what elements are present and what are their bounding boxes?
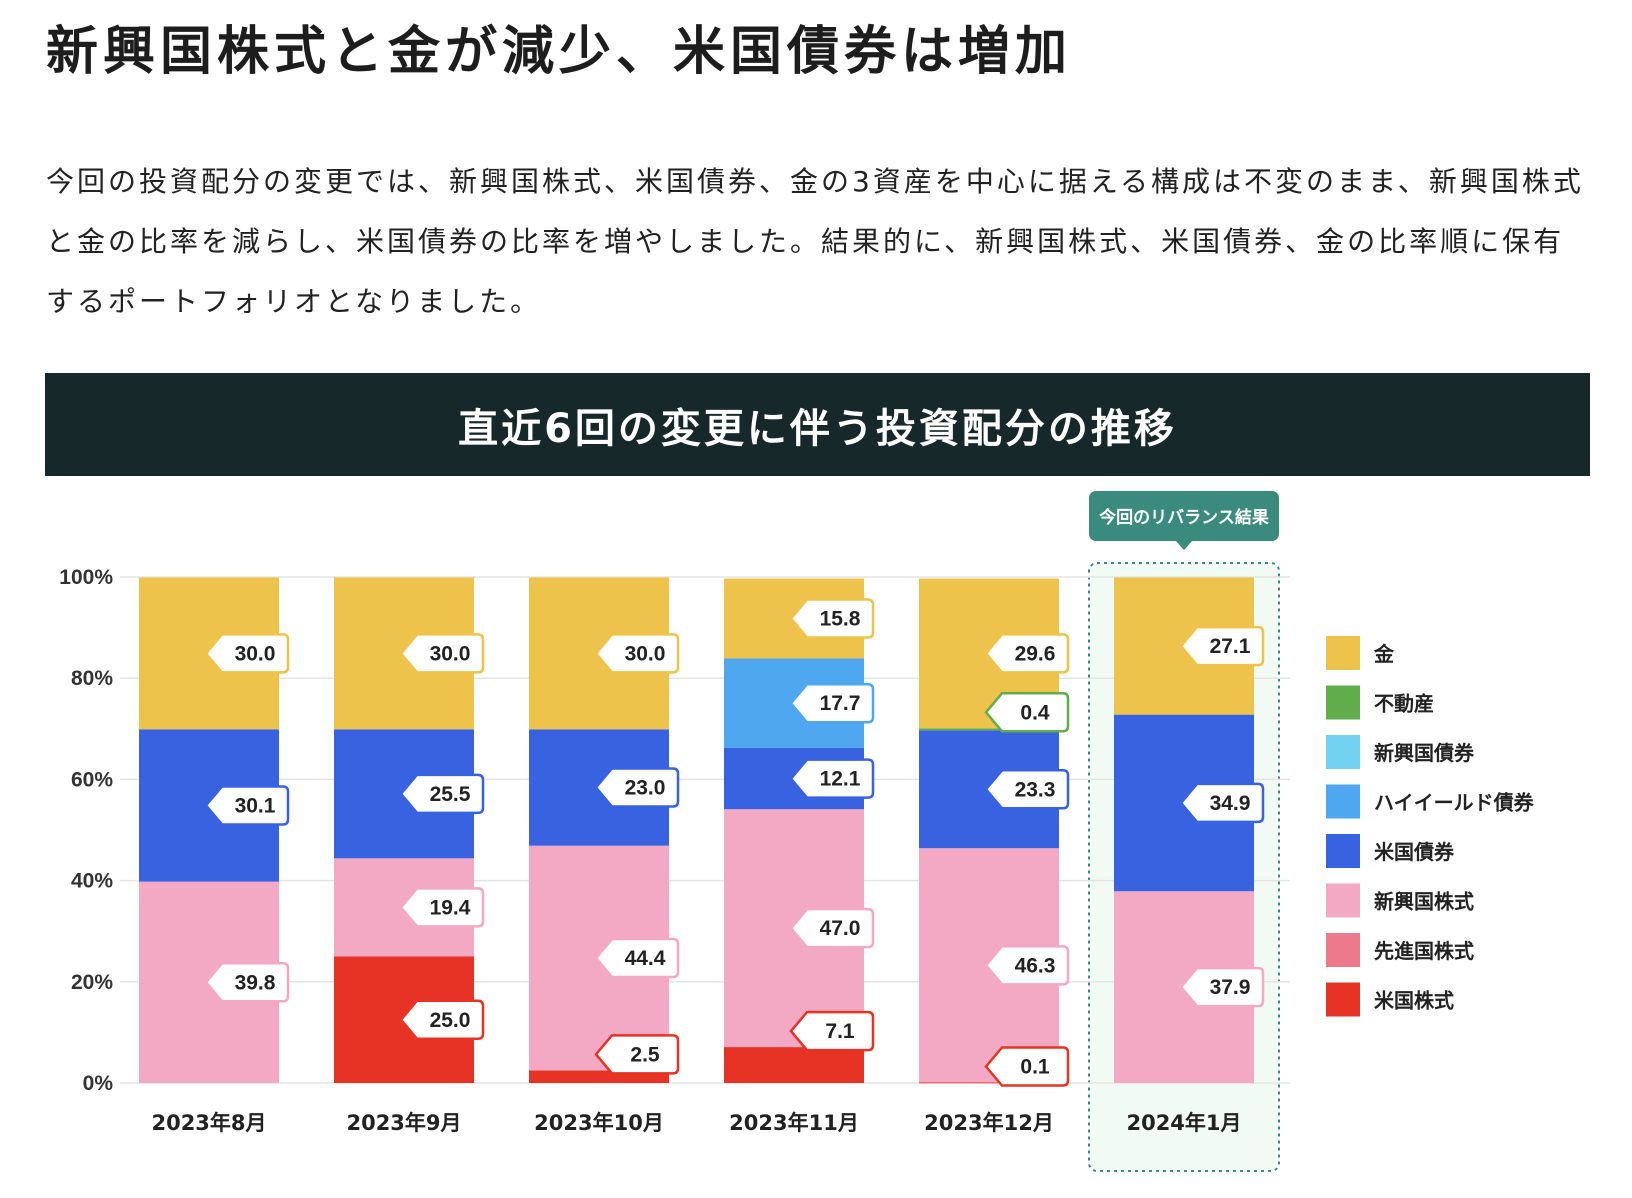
data-label: 47.0 xyxy=(820,917,861,940)
data-label: 29.6 xyxy=(1015,642,1056,665)
data-label: 30.1 xyxy=(235,794,276,817)
page-headline: 新興国株式と金が減少、米国債券は増加 xyxy=(46,22,1073,82)
data-label-tag xyxy=(789,1010,875,1052)
data-label-tag xyxy=(789,907,875,949)
data-label-tag xyxy=(984,769,1070,810)
legend-label: 不動産 xyxy=(1374,692,1434,716)
x-category-label: 2023年9月 xyxy=(346,1111,461,1135)
data-label-tag xyxy=(984,692,1070,733)
x-category-label: 2023年8月 xyxy=(151,1111,266,1135)
y-tick-label: 20% xyxy=(71,971,113,994)
callout-bubble xyxy=(1089,491,1279,541)
data-label: 37.9 xyxy=(1210,976,1251,999)
legend-label: 米国株式 xyxy=(1374,989,1454,1013)
x-category-label: 2023年11月 xyxy=(729,1111,859,1135)
data-label-tag xyxy=(594,767,680,808)
data-label-tag xyxy=(984,945,1070,986)
data-label-tag xyxy=(594,633,680,674)
data-label-tag xyxy=(399,773,485,815)
data-label: 17.7 xyxy=(820,692,861,715)
y-tick-label: 80% xyxy=(71,667,113,690)
legend-swatch xyxy=(1326,834,1360,868)
y-tick-label: 100% xyxy=(59,566,113,589)
description-paragraph: 今回の投資配分の変更では、新興国株式、米国債券、金の3資産を中心に据える構成は不… xyxy=(46,165,1584,318)
chart-title: 直近6回の変更に伴う投資配分の推移 xyxy=(458,405,1177,452)
data-label-tag xyxy=(789,758,875,799)
data-label: 27.1 xyxy=(1210,635,1251,658)
legend-swatch xyxy=(1326,784,1360,819)
legend-label: 新興国株式 xyxy=(1374,890,1474,914)
data-label: 30.0 xyxy=(235,642,276,665)
legend-swatch xyxy=(1326,685,1360,720)
data-label-tag xyxy=(1179,966,1265,1008)
chart-title-banner: 直近6回の変更に伴う投資配分の推移 xyxy=(45,373,1590,476)
x-category-label: 2023年10月 xyxy=(534,1111,664,1135)
data-label: 19.4 xyxy=(430,896,471,919)
bar-segment xyxy=(724,1047,864,1083)
data-label-tag xyxy=(594,937,680,979)
legend-label: 先進国株式 xyxy=(1374,939,1474,963)
data-label-tag xyxy=(204,962,290,1003)
y-tick-label: 0% xyxy=(83,1072,114,1095)
data-label-tag xyxy=(399,887,485,928)
data-label: 44.4 xyxy=(625,947,666,970)
data-label: 25.0 xyxy=(430,1009,471,1032)
data-label-tag xyxy=(789,598,875,639)
data-label-tag xyxy=(399,633,485,674)
callout-pointer xyxy=(1175,540,1193,550)
data-label: 0.4 xyxy=(1020,701,1050,724)
y-tick-label: 40% xyxy=(71,870,113,893)
legend-label: ハイイールド債券 xyxy=(1374,791,1535,815)
data-label-tag xyxy=(399,999,485,1040)
data-label: 7.1 xyxy=(825,1020,855,1043)
data-label: 30.0 xyxy=(625,642,666,665)
data-label: 25.5 xyxy=(430,783,471,806)
legend-swatch xyxy=(1326,933,1360,967)
data-label-tag xyxy=(984,1046,1070,1087)
data-label-tag xyxy=(1179,782,1265,824)
x-category-label: 2024年1月 xyxy=(1126,1111,1241,1135)
legend-label: 新興国債券 xyxy=(1374,741,1475,765)
x-category-label: 2023年12月 xyxy=(924,1111,1054,1135)
legend-swatch xyxy=(1326,982,1360,1017)
data-label: 23.0 xyxy=(625,776,666,799)
legend-swatch xyxy=(1326,636,1360,670)
data-label: 34.9 xyxy=(1210,792,1251,815)
data-label: 15.8 xyxy=(820,607,861,630)
bar-segment xyxy=(919,1082,1059,1084)
data-label: 23.3 xyxy=(1015,778,1056,801)
data-label-tag xyxy=(204,633,290,674)
data-label: 2.5 xyxy=(630,1043,660,1066)
data-label-tag xyxy=(984,633,1070,674)
data-label-tag xyxy=(204,785,290,826)
bar-segment xyxy=(919,728,1059,731)
legend-swatch xyxy=(1326,883,1360,918)
legend-swatch xyxy=(1326,735,1360,769)
data-label-tag xyxy=(594,1034,680,1075)
data-label: 46.3 xyxy=(1015,954,1056,977)
data-label-tag xyxy=(789,682,875,724)
data-label: 30.0 xyxy=(430,642,471,665)
data-label-tag xyxy=(1179,625,1265,667)
data-label: 39.8 xyxy=(235,971,276,994)
data-label: 0.1 xyxy=(1020,1055,1050,1078)
legend-label: 米国債券 xyxy=(1374,840,1455,864)
data-label: 12.1 xyxy=(820,768,861,791)
y-tick-label: 60% xyxy=(71,768,113,791)
callout-label: 今回のリバランス結果 xyxy=(1099,507,1269,528)
legend-label: 金 xyxy=(1373,642,1395,666)
